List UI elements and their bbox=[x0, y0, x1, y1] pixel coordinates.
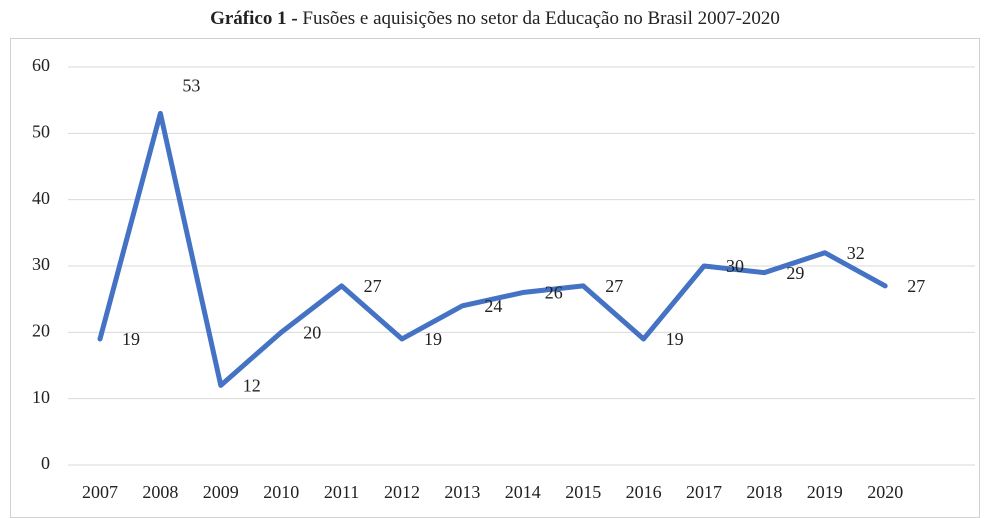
x-tick-label: 2008 bbox=[142, 482, 178, 502]
x-tick-label: 2013 bbox=[444, 482, 480, 502]
x-tick-label: 2007 bbox=[82, 482, 118, 502]
data-label: 53 bbox=[182, 76, 200, 96]
data-label: 27 bbox=[907, 276, 925, 296]
data-label: 32 bbox=[847, 243, 865, 263]
data-label: 12 bbox=[243, 376, 261, 396]
x-tick-label: 2017 bbox=[686, 482, 722, 502]
line bbox=[97, 110, 888, 388]
x-tick-label: 2020 bbox=[867, 482, 903, 502]
data-label: 27 bbox=[364, 276, 382, 296]
x-tick-label: 2019 bbox=[807, 482, 843, 502]
data-label: 26 bbox=[545, 283, 563, 303]
y-tick-label: 0 bbox=[41, 453, 50, 473]
y-tick-label: 10 bbox=[32, 387, 50, 407]
x-tick-label: 2009 bbox=[203, 482, 239, 502]
y-tick-label: 20 bbox=[32, 320, 50, 340]
x-tick-label: 2015 bbox=[565, 482, 601, 502]
y-tick-label: 40 bbox=[32, 188, 50, 208]
chart-title: Gráfico 1 - Fusões e aquisições no setor… bbox=[210, 8, 780, 29]
y-tick-label: 60 bbox=[32, 55, 50, 75]
data-label: 24 bbox=[484, 296, 502, 316]
title-label: Gráfico 1 - bbox=[210, 8, 298, 29]
x-tick-label: 2010 bbox=[263, 482, 299, 502]
data-label: 27 bbox=[605, 276, 623, 296]
data-label: 29 bbox=[786, 263, 804, 283]
data-label: 20 bbox=[303, 322, 321, 342]
data-label: 19 bbox=[424, 329, 442, 349]
data-label: 30 bbox=[726, 256, 744, 276]
y-tick-label: 30 bbox=[32, 254, 50, 274]
chart-border bbox=[10, 38, 980, 518]
data-label: 19 bbox=[122, 329, 140, 349]
title-text: Fusões e aquisições no setor da Educação… bbox=[302, 8, 780, 29]
x-tick-label: 2011 bbox=[324, 482, 359, 502]
x-tick-label: 2014 bbox=[505, 482, 541, 502]
x-tick-label: 2016 bbox=[626, 482, 662, 502]
x-tick-label: 2012 bbox=[384, 482, 420, 502]
x-tick-label: 2018 bbox=[746, 482, 782, 502]
y-tick-label: 50 bbox=[32, 121, 50, 141]
data-label: 19 bbox=[666, 329, 684, 349]
